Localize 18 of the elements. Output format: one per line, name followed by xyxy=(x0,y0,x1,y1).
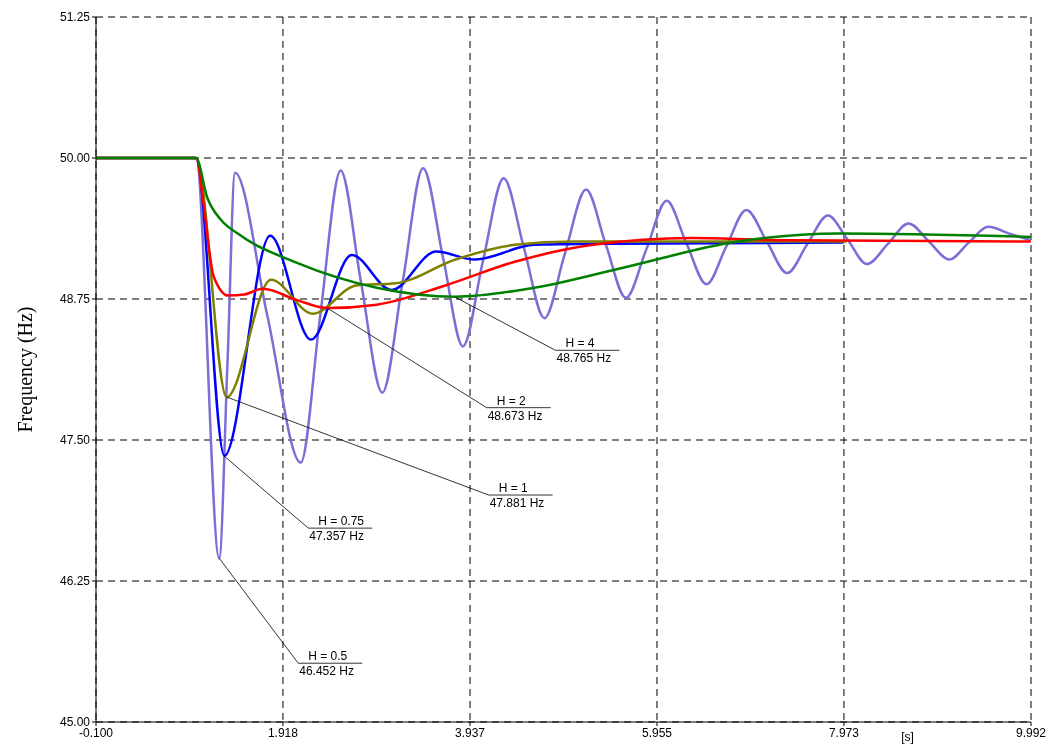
x-tick-label: 7.973 xyxy=(828,725,860,740)
x-tick-label: 3.937 xyxy=(455,725,486,740)
x-tick-label: 5.955 xyxy=(641,725,673,740)
x-tick-label: 1.918 xyxy=(267,725,299,740)
annotation: H = 0.5 46.452 Hz xyxy=(299,649,354,679)
y-axis-title: Frequency (Hz) xyxy=(14,306,37,433)
x-tick-label: 9.992 xyxy=(1015,725,1047,740)
y-tick-label: 46.25 xyxy=(59,574,91,589)
x-tick-label: -0.100 xyxy=(78,725,114,740)
annotation: H = 2 48.673 Hz xyxy=(487,393,543,423)
annotation: H = 1 47.881 Hz xyxy=(489,481,545,511)
annotation: H = 0.75 47.357 Hz xyxy=(309,514,365,544)
y-tick-label: 47.50 xyxy=(59,433,91,448)
y-tick-label: 50.00 xyxy=(59,151,91,166)
annotation: H = 4 48.765 Hz xyxy=(556,336,612,366)
y-tick-label: 51.25 xyxy=(59,10,91,25)
x-axis-title: [s] xyxy=(901,730,914,744)
y-tick-label: 48.75 xyxy=(59,292,91,307)
